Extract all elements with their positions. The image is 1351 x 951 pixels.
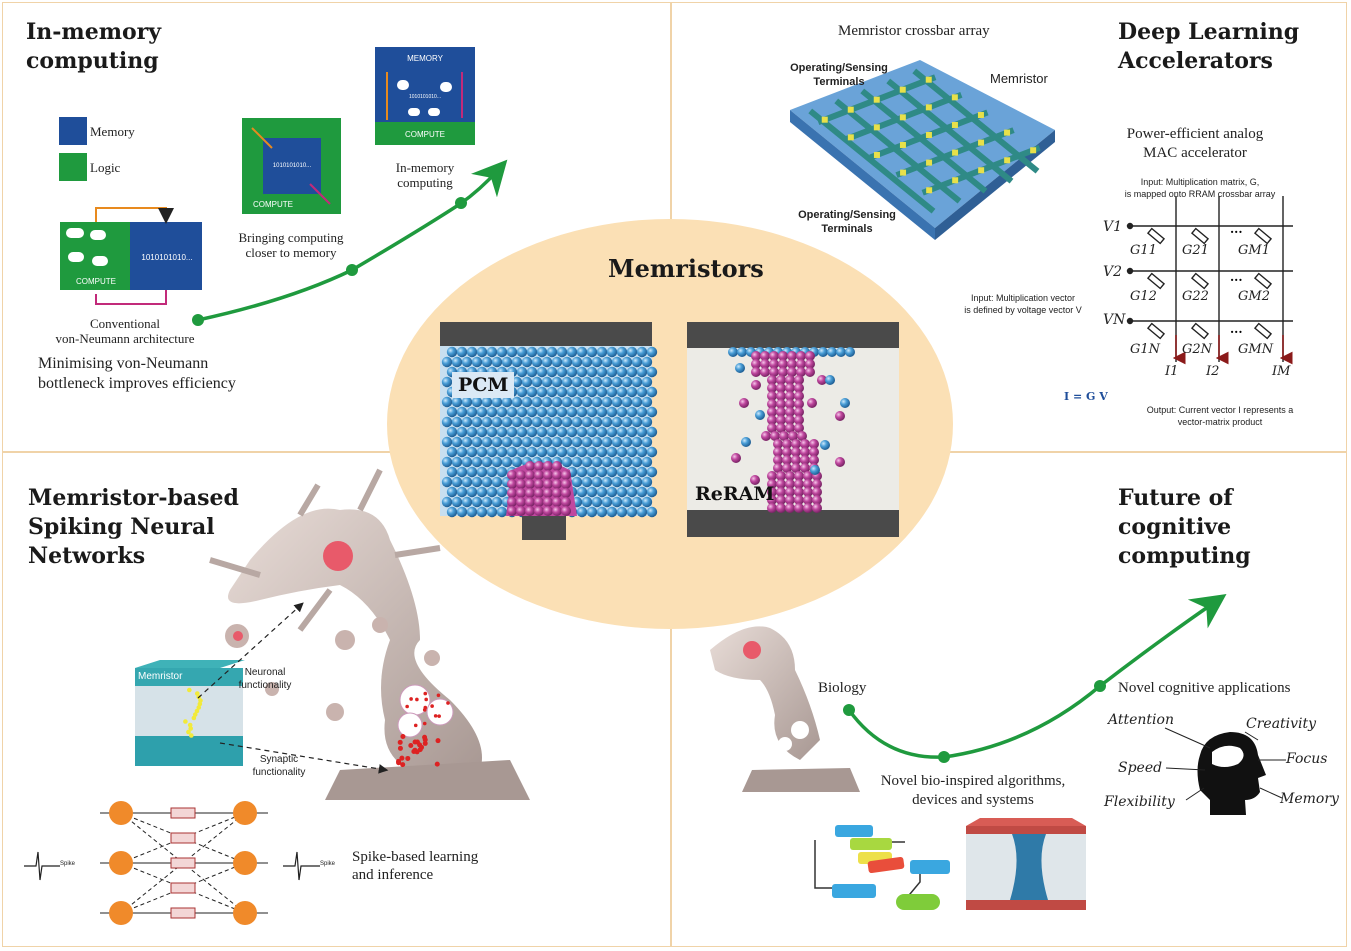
im-label: IM xyxy=(1272,364,1291,379)
chip-compute-text: COMPUTE xyxy=(76,277,116,286)
in-memory-chip xyxy=(375,47,475,145)
future-cognitive-title: Future of cognitive computing xyxy=(1118,485,1251,569)
memristors-title: Memristors xyxy=(608,254,764,283)
imc-bits-text: 1010101010... xyxy=(409,94,441,100)
reram-device xyxy=(687,322,899,537)
pcm-device xyxy=(440,322,658,540)
v1-label: V1 xyxy=(1103,219,1123,235)
spike-in-label: Spike xyxy=(60,861,76,867)
legend-memory-square xyxy=(59,117,87,145)
focus-label: Focus xyxy=(1286,751,1328,767)
g1n-label: G1N xyxy=(1130,342,1161,357)
small-neurons xyxy=(225,617,440,721)
v2-label: V2 xyxy=(1103,264,1123,280)
head-silhouette xyxy=(1164,727,1286,815)
terminals-bottom-label: Operating/Sensing Terminals xyxy=(798,209,896,235)
bringing-closer-chip xyxy=(242,118,341,214)
crossbar-array-3d xyxy=(790,60,1055,240)
legend-logic-label: Logic xyxy=(90,160,121,175)
in-memory-label: In-memory computing xyxy=(395,160,455,190)
g2n-label: G2N xyxy=(1182,342,1213,357)
g11-label: G11 xyxy=(1130,243,1157,258)
output-label: Output: Current vector I represents a ve… xyxy=(1146,405,1294,427)
crossbar-title: Memristor crossbar array xyxy=(838,23,990,39)
applications-label: Novel cognitive applications xyxy=(1118,680,1291,696)
terminals-top-label: Operating/Sensing Terminals xyxy=(790,62,888,88)
input-matrix-label: Input: Multiplication matrix, G, is mapp… xyxy=(1124,177,1276,199)
chip-bits-text: 1010101010... xyxy=(141,253,193,262)
spike-out-label: Spike xyxy=(320,861,336,867)
algorithms-label: Novel bio-inspired algorithms, devices a… xyxy=(880,773,1066,808)
creativity-label: Creativity xyxy=(1246,716,1317,732)
speed-label: Speed xyxy=(1118,760,1163,776)
q1-caption: Minimising von-Neumann bottleneck improv… xyxy=(38,355,236,392)
synaptic-label: Synaptic functionality xyxy=(252,754,306,778)
memristor-label: Memristor xyxy=(990,71,1048,86)
deep-learning-title: Deep Learning Accelerators xyxy=(1118,19,1300,74)
power-efficient-label: Power-efficient analog MAC accelerator xyxy=(1126,126,1264,161)
memory-label: Memory xyxy=(1280,791,1339,807)
large-neuron xyxy=(209,468,530,800)
small-chip-compute-text: COMPUTE xyxy=(253,200,293,209)
attention-label: Attention xyxy=(1108,712,1174,728)
input-vector-label: Input: Multiplication vector is defined … xyxy=(964,293,1082,315)
legend-memory-label: Memory xyxy=(90,124,135,139)
imc-memory-text: MEMORY xyxy=(407,54,443,63)
von-neumann-chip xyxy=(60,207,202,305)
neuronal-label: Neuronal functionality xyxy=(238,667,292,691)
g21-label: G21 xyxy=(1182,243,1209,258)
snn-title: Memristor-based Spiking Neural Networks xyxy=(28,485,239,569)
equation-label: I = G V xyxy=(1064,390,1108,403)
dots-row2: ... xyxy=(1230,270,1243,284)
g12-label: G12 xyxy=(1130,289,1157,304)
i2-label: I2 xyxy=(1206,364,1220,379)
gm2-label: GM2 xyxy=(1238,289,1270,304)
g22-label: G22 xyxy=(1182,289,1209,304)
mac-circuit-grid xyxy=(1126,196,1293,362)
i1-label: I1 xyxy=(1165,364,1179,379)
snn-network xyxy=(100,801,268,925)
bringing-closer-label: Bringing computing closer to memory xyxy=(238,230,344,260)
filament-device xyxy=(966,818,1086,910)
memristor-cube xyxy=(135,660,245,766)
cube-memristor-label: Memristor xyxy=(138,671,183,682)
legend-logic-square xyxy=(59,153,87,181)
spike-learning-label: Spike-based learning and inference xyxy=(352,849,479,883)
gm1-label: GM1 xyxy=(1238,243,1270,258)
biology-label: Biology xyxy=(818,680,867,696)
conventional-label: Conventional von-Neumann architecture xyxy=(55,316,195,346)
dots-row3: ... xyxy=(1230,322,1243,336)
q4-neuron xyxy=(710,626,860,792)
dots-row1: ... xyxy=(1230,222,1243,236)
imc-compute-text: COMPUTE xyxy=(405,130,445,139)
vn-label: VN xyxy=(1103,312,1126,328)
small-chip-bits-text: 1010101010... xyxy=(272,163,312,169)
flowchart-graphic xyxy=(814,825,950,910)
q1-progress-curve xyxy=(197,159,508,322)
reram-label: ReRAM xyxy=(695,483,775,505)
gmn-label: GMN xyxy=(1238,342,1274,357)
flexibility-label: Flexibility xyxy=(1104,794,1175,810)
q4-progress-curve xyxy=(847,594,1227,759)
in-memory-computing-title: In-memory computing xyxy=(26,19,162,74)
pcm-label: PCM xyxy=(452,372,515,398)
spike-waveforms xyxy=(24,851,320,881)
